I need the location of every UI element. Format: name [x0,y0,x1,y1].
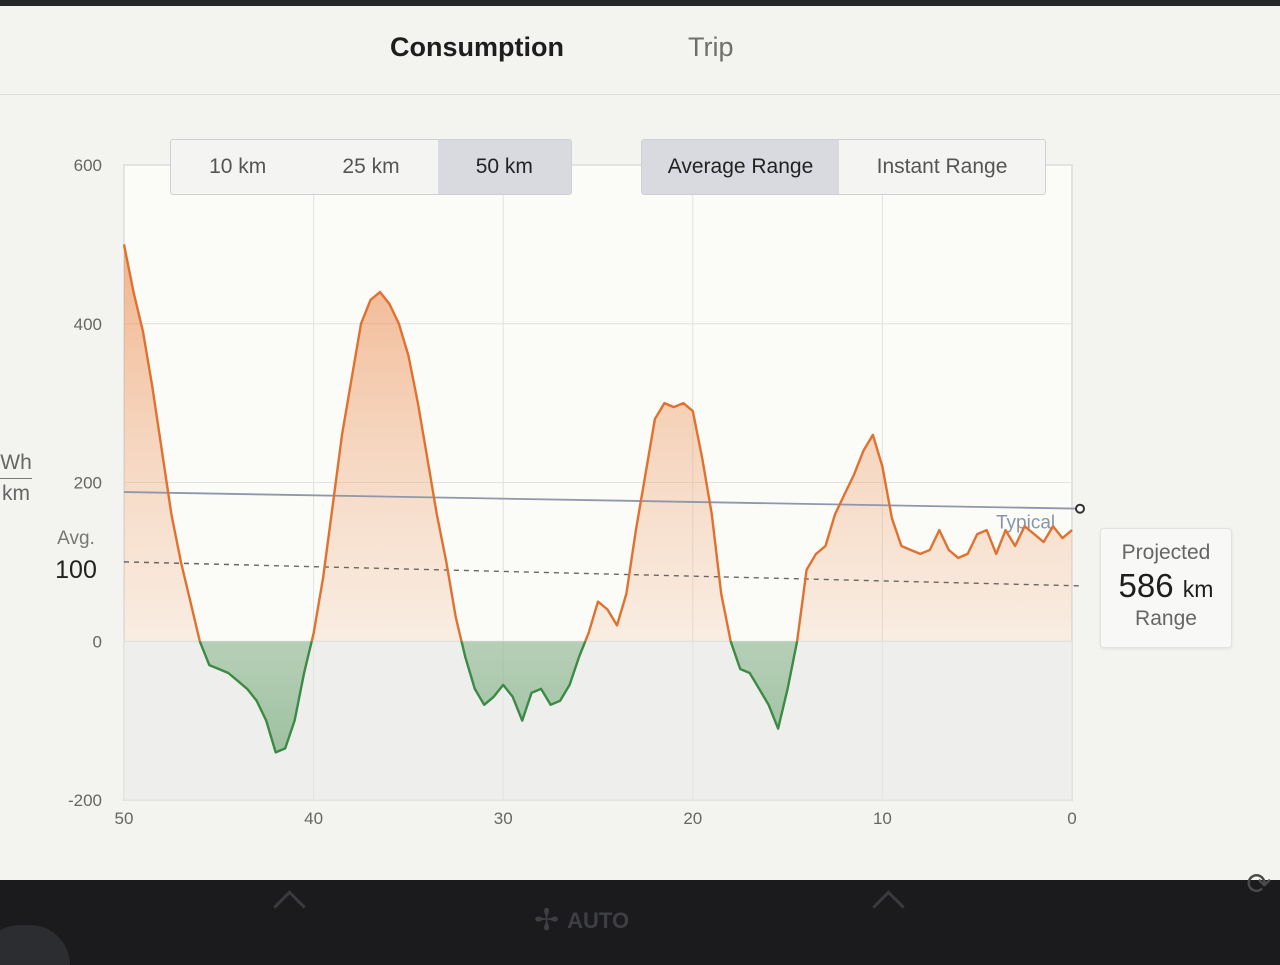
screen-top-edge [0,0,1280,6]
instant-range-button[interactable]: Instant Range [876,155,1008,178]
x-tick-label: 40 [304,809,323,828]
consumption-area [124,244,1072,753]
x-tick-label: 20 [683,809,702,828]
reference-lines: Typical [123,491,1085,587]
typical-label: Typical [996,513,1055,534]
y-tick-label: 0 [93,632,102,651]
projected-range-value-row: 586 km [1101,567,1231,605]
climate-auto-button[interactable]: ✢ AUTO [534,906,629,936]
range-mode-selector: Average Range Instant Range [641,139,1046,195]
consumption-chart: Typical 600 400 200 0 -200 50 40 30 20 10 0 [68,156,1085,828]
x-tick-label: 50 [115,809,134,828]
y-tick-label: 200 [74,474,102,493]
axis-ticks: 600 400 200 0 -200 50 40 30 20 10 0 [68,156,1077,828]
x-tick-label: 10 [873,809,892,828]
reset-refresh-icon[interactable]: ⟳ [1246,868,1272,901]
y-tick-label: 600 [74,156,102,175]
average-label: Avg. [57,528,95,549]
tab-consumption[interactable]: Consumption [390,32,564,62]
consumption-line-layer [122,244,1073,754]
y-tick-label: -200 [68,791,102,810]
distance-selector: 10 km 25 km 50 km [170,139,572,195]
consumption-screen: Consumption Trip Typical 600 400 200 0 -200 5… [0,0,1280,880]
climate-mode-label: AUTO [567,908,630,933]
fan-icon: ✢ [534,904,560,937]
y-axis-unit: Wh km [0,448,34,509]
projected-range-sublabel: Range [1135,607,1197,630]
projected-label: Projected [1121,541,1211,564]
regen-line [198,641,799,754]
x-tick-label: 30 [494,809,513,828]
consumption-area-positive [124,244,1072,642]
average-value: 100 [55,556,97,584]
average-range-button[interactable]: Average Range [642,140,839,194]
y-tick-label: 400 [74,315,102,334]
fraction-bar [0,478,32,479]
y-axis-unit-numerator: Wh [0,451,32,474]
typical-line-endpoint [1075,503,1085,514]
y-axis-unit-denominator: km [2,482,30,505]
x-tick-label: 0 [1067,809,1076,828]
consumption-line [122,244,1073,642]
distance-option-10km[interactable]: 10 km [209,155,267,178]
consumption-area-regen [124,641,1072,753]
bottom-control-bar [0,880,1280,960]
typical-line [123,491,1081,510]
projected-range-value: 586 [1118,567,1174,604]
projected-range-card: Projected 586 km Range [1100,528,1232,648]
tab-trip[interactable]: Trip [688,32,734,62]
distance-option-25km[interactable]: 25 km [342,155,400,178]
distance-option-50km[interactable]: 50 km [437,140,571,194]
projected-range-unit: km [1182,576,1214,602]
average-indicator: Avg. 100 [44,528,108,585]
top-tab-bar: Consumption Trip [0,24,1280,80]
header-divider [0,94,1280,95]
